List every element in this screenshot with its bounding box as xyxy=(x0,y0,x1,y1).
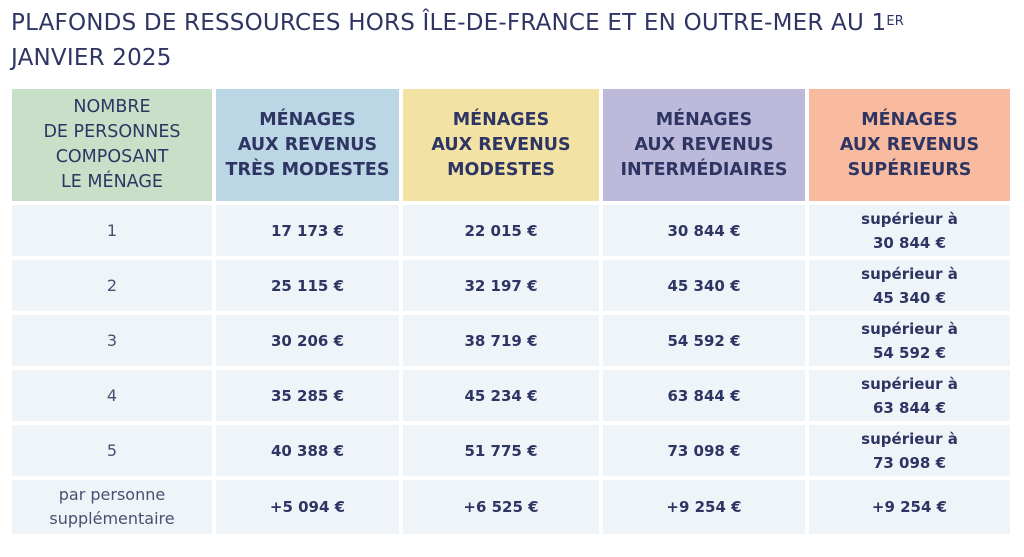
cell-text: 30 844 € xyxy=(872,233,947,252)
cell-persons: par personne supplémentaire xyxy=(12,480,212,534)
cell-intermediaires: 54 592 € xyxy=(603,315,805,366)
title-text: PLAFONDS DE RESSOURCES HORS ÎLE-DE-FRANC… xyxy=(11,10,887,36)
cell-text: 63 844 € xyxy=(872,398,947,417)
cell-superieurs: supérieur à 73 098 € xyxy=(809,425,1010,476)
cell-text: 73 098 € xyxy=(872,453,947,472)
cell-text: par personne xyxy=(58,485,166,504)
header-line: MODESTES xyxy=(447,159,555,180)
header-line: DE PERSONNES xyxy=(43,122,181,142)
header-row: NOMBRE DE PERSONNES COMPOSANT LE MÉNAGE … xyxy=(12,89,1010,201)
cell-persons: 1 xyxy=(12,205,212,256)
cell-persons: 2 xyxy=(12,260,212,311)
cell-tres-modestes: 25 115 € xyxy=(216,260,399,311)
cell-superieurs: supérieur à 54 592 € xyxy=(809,315,1010,366)
cell-persons: 3 xyxy=(12,315,212,366)
header-line: AUX REVENUS xyxy=(634,134,774,155)
cell-text: supérieur à xyxy=(861,429,958,448)
table-row: 5 40 388 €51 775 €73 098 € supérieur à 73 0… xyxy=(12,425,1010,476)
header-household-size: NOMBRE DE PERSONNES COMPOSANT LE MÉNAGE xyxy=(12,89,212,201)
cell-persons: 5 xyxy=(12,425,212,476)
cell-tres-modestes: 40 388 € xyxy=(216,425,399,476)
header-line: MÉNAGES xyxy=(452,109,550,130)
header-line: MÉNAGES xyxy=(655,109,753,130)
cell-text: supplémentaire xyxy=(49,509,175,528)
header-line: SUPÉRIEURS xyxy=(847,159,972,180)
table-row-extra-person: par personne supplémentaire +5 094 € +6 5… xyxy=(12,480,1010,534)
cell-tres-modestes: +5 094 € xyxy=(216,480,399,534)
cell-modestes: 38 719 € xyxy=(403,315,599,366)
header-line: LE MÉNAGE xyxy=(61,172,163,192)
header-line: COMPOSANT xyxy=(55,147,169,167)
cell-text: 45 340 € xyxy=(872,288,947,307)
cell-text: 54 592 € xyxy=(872,343,947,362)
table-row: 1 17 173 €22 015 €30 844 € supérieur à 30 8… xyxy=(12,205,1010,256)
header-line: AUX REVENUS xyxy=(237,134,378,155)
cell-text: supérieur à xyxy=(861,264,958,283)
title-superscript: ER xyxy=(886,14,905,29)
header-line: TRÈS MODESTES xyxy=(225,159,390,180)
header-line: MÉNAGES xyxy=(259,109,356,130)
cell-tres-modestes: 17 173 € xyxy=(216,205,399,256)
income-ceilings-table: NOMBRE DE PERSONNES COMPOSANT LE MÉNAGE … xyxy=(8,85,1014,538)
cell-intermediaires: +9 254 € xyxy=(603,480,805,534)
header-line: MÉNAGES xyxy=(861,109,958,130)
table-row: 3 30 206 €38 719 €54 592 € supérieur à 54 5… xyxy=(12,315,1010,366)
header-tres-modestes: MÉNAGES AUX REVENUS TRÈS MODESTES xyxy=(216,89,399,201)
header-line: AUX REVENUS xyxy=(839,134,980,155)
header-line: AUX REVENUS xyxy=(431,134,571,155)
header-modestes: MÉNAGES AUX REVENUS MODESTES xyxy=(403,89,599,201)
cell-tres-modestes: 35 285 € xyxy=(216,370,399,421)
cell-persons: 4 xyxy=(12,370,212,421)
table-row: 2 25 115 €32 197 €45 340 € supérieur à 45 3… xyxy=(12,260,1010,311)
title-line2: JANVIER 2025 xyxy=(11,45,172,71)
page-title: PLAFONDS DE RESSOURCES HORS ÎLE-DE-FRANC… xyxy=(11,6,1011,76)
header-superieurs: MÉNAGES AUX REVENUS SUPÉRIEURS xyxy=(809,89,1010,201)
cell-intermediaires: 45 340 € xyxy=(603,260,805,311)
header-line: NOMBRE xyxy=(73,97,151,117)
cell-text: supérieur à xyxy=(861,319,958,338)
cell-modestes: +6 525 € xyxy=(403,480,599,534)
header-intermediaires: MÉNAGES AUX REVENUS INTERMÉDIAIRES xyxy=(603,89,805,201)
cell-modestes: 45 234 € xyxy=(403,370,599,421)
cell-modestes: 51 775 € xyxy=(403,425,599,476)
cell-superieurs: supérieur à 30 844 € xyxy=(809,205,1010,256)
cell-modestes: 32 197 € xyxy=(403,260,599,311)
cell-tres-modestes: 30 206 € xyxy=(216,315,399,366)
cell-intermediaires: 63 844 € xyxy=(603,370,805,421)
table-row: 4 35 285 €45 234 €63 844 € supérieur à 63 8… xyxy=(12,370,1010,421)
cell-modestes: 22 015 € xyxy=(403,205,599,256)
header-line: INTERMÉDIAIRES xyxy=(620,159,788,180)
cell-intermediaires: 73 098 € xyxy=(603,425,805,476)
cell-superieurs: supérieur à 63 844 € xyxy=(809,370,1010,421)
cell-text: supérieur à xyxy=(861,209,958,228)
cell-intermediaires: 30 844 € xyxy=(603,205,805,256)
cell-text: supérieur à xyxy=(861,374,958,393)
cell-superieurs: supérieur à 45 340 € xyxy=(809,260,1010,311)
cell-superieurs: +9 254 € xyxy=(809,480,1010,534)
